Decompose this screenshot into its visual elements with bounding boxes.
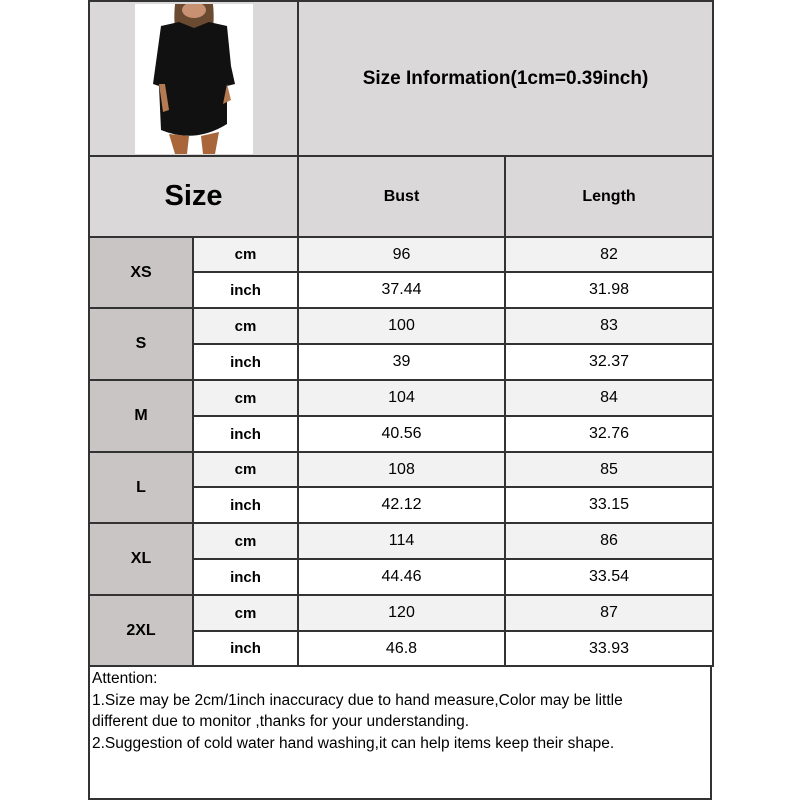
size-label: M — [88, 379, 194, 453]
bust-inch-value: 39 — [297, 343, 506, 381]
table-row-cm: S cm 100 83 — [88, 307, 715, 381]
table-row-inch: inch 37.44 31.98 — [89, 271, 715, 309]
size-label: XL — [88, 522, 194, 596]
unit-label-cm: cm — [192, 379, 299, 417]
unit-label-inch: inch — [192, 486, 299, 524]
size-label: S — [88, 307, 194, 381]
bust-cm-value: 120 — [297, 594, 506, 632]
bust-inch-value: 40.56 — [297, 415, 506, 453]
unit-label-inch: inch — [192, 271, 299, 309]
length-cm-value: 87 — [503, 594, 715, 632]
table-row-inch: inch 40.56 32.76 — [89, 415, 715, 453]
note-line: 1.Size may be 2cm/1inch inaccuracy due t… — [92, 691, 623, 709]
length-cm-value: 83 — [503, 307, 715, 345]
length-inch-value: 33.93 — [503, 630, 715, 667]
table-row-cm: L cm 108 85 — [88, 451, 715, 524]
length-inch-value: 31.98 — [503, 271, 715, 309]
bust-cm-value: 100 — [297, 307, 506, 345]
size-label: XS — [88, 236, 194, 309]
table-row-inch: inch 46.8 33.93 — [89, 630, 715, 667]
length-cm-value: 82 — [503, 236, 715, 273]
length-inch-value: 32.37 — [503, 343, 715, 381]
table-row-cm: M cm 104 84 — [88, 379, 715, 453]
unit-label-cm: cm — [192, 594, 299, 632]
bust-inch-value: 44.46 — [297, 558, 506, 596]
bust-cm-value: 114 — [297, 522, 506, 560]
size-column-header: Size — [88, 155, 299, 238]
size-label: L — [88, 451, 194, 524]
bust-inch-value: 46.8 — [297, 630, 506, 667]
bust-inch-value: 42.12 — [297, 486, 506, 524]
length-cm-value: 85 — [503, 451, 715, 488]
table-row-inch: inch 42.12 33.15 — [89, 486, 715, 524]
bust-cm-value: 104 — [297, 379, 506, 417]
bust-inch-value: 37.44 — [297, 271, 506, 309]
table-row-cm: XS cm 96 82 — [88, 236, 715, 309]
chart-title: Size Information(1cm=0.39inch) — [296, 0, 715, 157]
size-chart-table: Size Information(1cm=0.39inch) Size Bust… — [88, 0, 715, 667]
bust-cm-value: 96 — [297, 236, 506, 273]
unit-label-cm: cm — [192, 307, 299, 345]
table-row-inch: inch 39 32.37 — [89, 343, 715, 381]
unit-label-cm: cm — [192, 236, 299, 273]
note-line: 2.Suggestion of cold water hand washing,… — [92, 734, 615, 752]
unit-label-cm: cm — [192, 522, 299, 560]
bust-cm-value: 108 — [297, 451, 506, 488]
length-cm-value: 86 — [503, 522, 715, 560]
product-image — [134, 3, 253, 154]
bust-column-header: Bust — [297, 155, 506, 238]
length-column-header: Length — [503, 155, 715, 238]
product-image-cell — [88, 0, 299, 157]
notes-heading: Attention: — [92, 670, 158, 687]
unit-label-inch: inch — [192, 630, 299, 667]
unit-label-cm: cm — [192, 451, 299, 488]
size-label: 2XL — [88, 594, 194, 667]
length-inch-value: 33.54 — [503, 558, 715, 596]
length-inch-value: 32.76 — [503, 415, 715, 453]
length-cm-value: 84 — [503, 379, 715, 417]
table-row-inch: inch 44.46 33.54 — [89, 558, 715, 596]
table-row-cm: XL cm 114 86 — [88, 522, 715, 596]
unit-label-inch: inch — [192, 558, 299, 596]
note-line: different due to monitor ,thanks for you… — [92, 713, 470, 730]
unit-label-inch: inch — [192, 343, 299, 381]
length-inch-value: 33.15 — [503, 486, 715, 524]
table-row-cm: 2XL cm 120 87 — [88, 594, 715, 667]
unit-label-inch: inch — [192, 415, 299, 453]
attention-notes: Attention: 1.Size may be 2cm/1inch inacc… — [88, 665, 712, 800]
